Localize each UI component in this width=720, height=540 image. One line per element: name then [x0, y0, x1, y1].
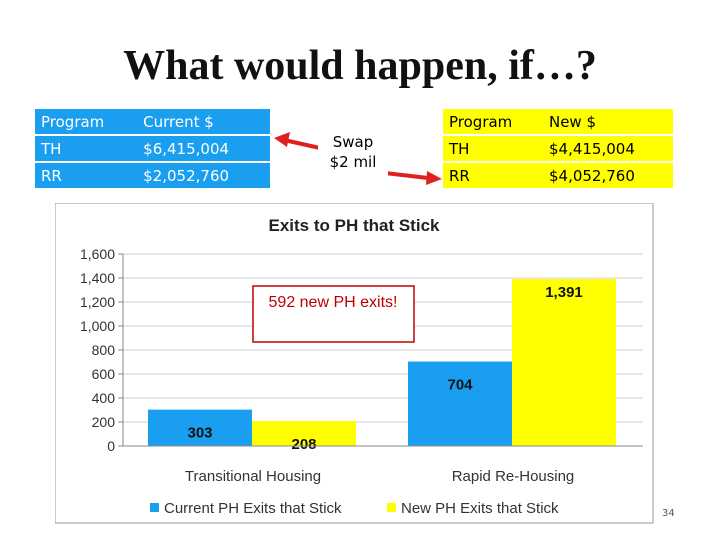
legend-label: Current PH Exits that Stick: [164, 500, 342, 517]
table-header-row: Program New $: [443, 109, 673, 134]
table-cell: RR: [443, 163, 543, 188]
annotation-box: [252, 285, 415, 343]
y-tick-label: 1,200: [80, 294, 115, 310]
current-funding-table: Program Current $ TH $6,415,004 RR $2,05…: [35, 107, 270, 190]
table-cell: $6,415,004: [137, 136, 270, 161]
chart-x-axis: Transitional Housing Rapid Re-Housing: [123, 445, 643, 485]
bar: [252, 421, 356, 446]
y-tick-label: 600: [92, 366, 116, 382]
swap-right-arrow: [384, 171, 442, 185]
table-header-cell: Program: [35, 109, 138, 134]
exits-bar-chart: Exits to PH that Stick 0 200 400 600 800 1,00…: [55, 203, 654, 524]
legend-swatch: [387, 503, 396, 512]
table-cell: $2,052,760: [137, 163, 270, 188]
data-label: 704: [447, 377, 473, 394]
slide-title: What would happen, if…?: [123, 43, 597, 89]
table-header-cell: New $: [542, 109, 673, 134]
x-tick-label: Transitional Housing: [185, 468, 321, 485]
chart-legend: Current PH Exits that Stick New PH Exits …: [150, 500, 559, 517]
slide-number: 34: [662, 508, 675, 519]
y-tick-label: 1,400: [80, 270, 115, 286]
table-row: TH $6,415,004: [35, 136, 270, 161]
y-tick-label: 0: [107, 438, 115, 454]
legend-label: New PH Exits that Stick: [401, 500, 559, 517]
y-tick-label: 200: [92, 414, 116, 430]
table-row: TH $4,415,004: [443, 136, 673, 161]
swap-arrows: [274, 132, 442, 185]
table-cell: TH: [443, 136, 543, 161]
bar: [512, 279, 616, 446]
table-cell: $4,415,004: [542, 136, 673, 161]
swap-left-arrow: [274, 132, 321, 150]
swap-line-1: Swap: [332, 133, 374, 151]
table-cell: $4,052,760: [542, 163, 673, 188]
legend-swatch: [150, 503, 159, 512]
table-row: RR $2,052,760: [35, 163, 270, 188]
table-cell: RR: [35, 163, 138, 188]
y-tick-label: 1,600: [80, 246, 115, 262]
y-tick-label: 400: [92, 390, 116, 406]
x-tick-label: Rapid Re-Housing: [452, 468, 575, 485]
annotation-text: 592 new PH exits!: [269, 294, 398, 311]
table-header-cell: Program: [443, 109, 543, 134]
y-tick-label: 800: [92, 342, 116, 358]
y-tick-label: 1,000: [80, 318, 115, 334]
chart-bars: 303 208 704 1,391: [148, 279, 616, 453]
table-header-row: Program Current $: [35, 109, 270, 134]
table-cell: TH: [35, 136, 138, 161]
table-header-cell: Current $: [137, 109, 270, 134]
chart-annotation: 592 new PH exits!: [252, 285, 415, 343]
chart-y-axis: 0 200 400 600 800 1,000 1,200 1,400 1,600: [80, 246, 124, 454]
swap-line-2: $2 mil: [329, 153, 377, 171]
new-funding-table: Program New $ TH $4,415,004 RR $4,052,76…: [443, 107, 673, 190]
table-row: RR $4,052,760: [443, 163, 673, 188]
data-label: 208: [291, 436, 316, 453]
bar: [148, 409, 252, 446]
swap-note: Swap $2 mil: [318, 128, 388, 188]
data-label: 303: [187, 425, 212, 442]
chart-title: Exits to PH that Stick: [269, 216, 441, 235]
data-label: 1,391: [545, 284, 583, 301]
bar: [408, 361, 512, 446]
